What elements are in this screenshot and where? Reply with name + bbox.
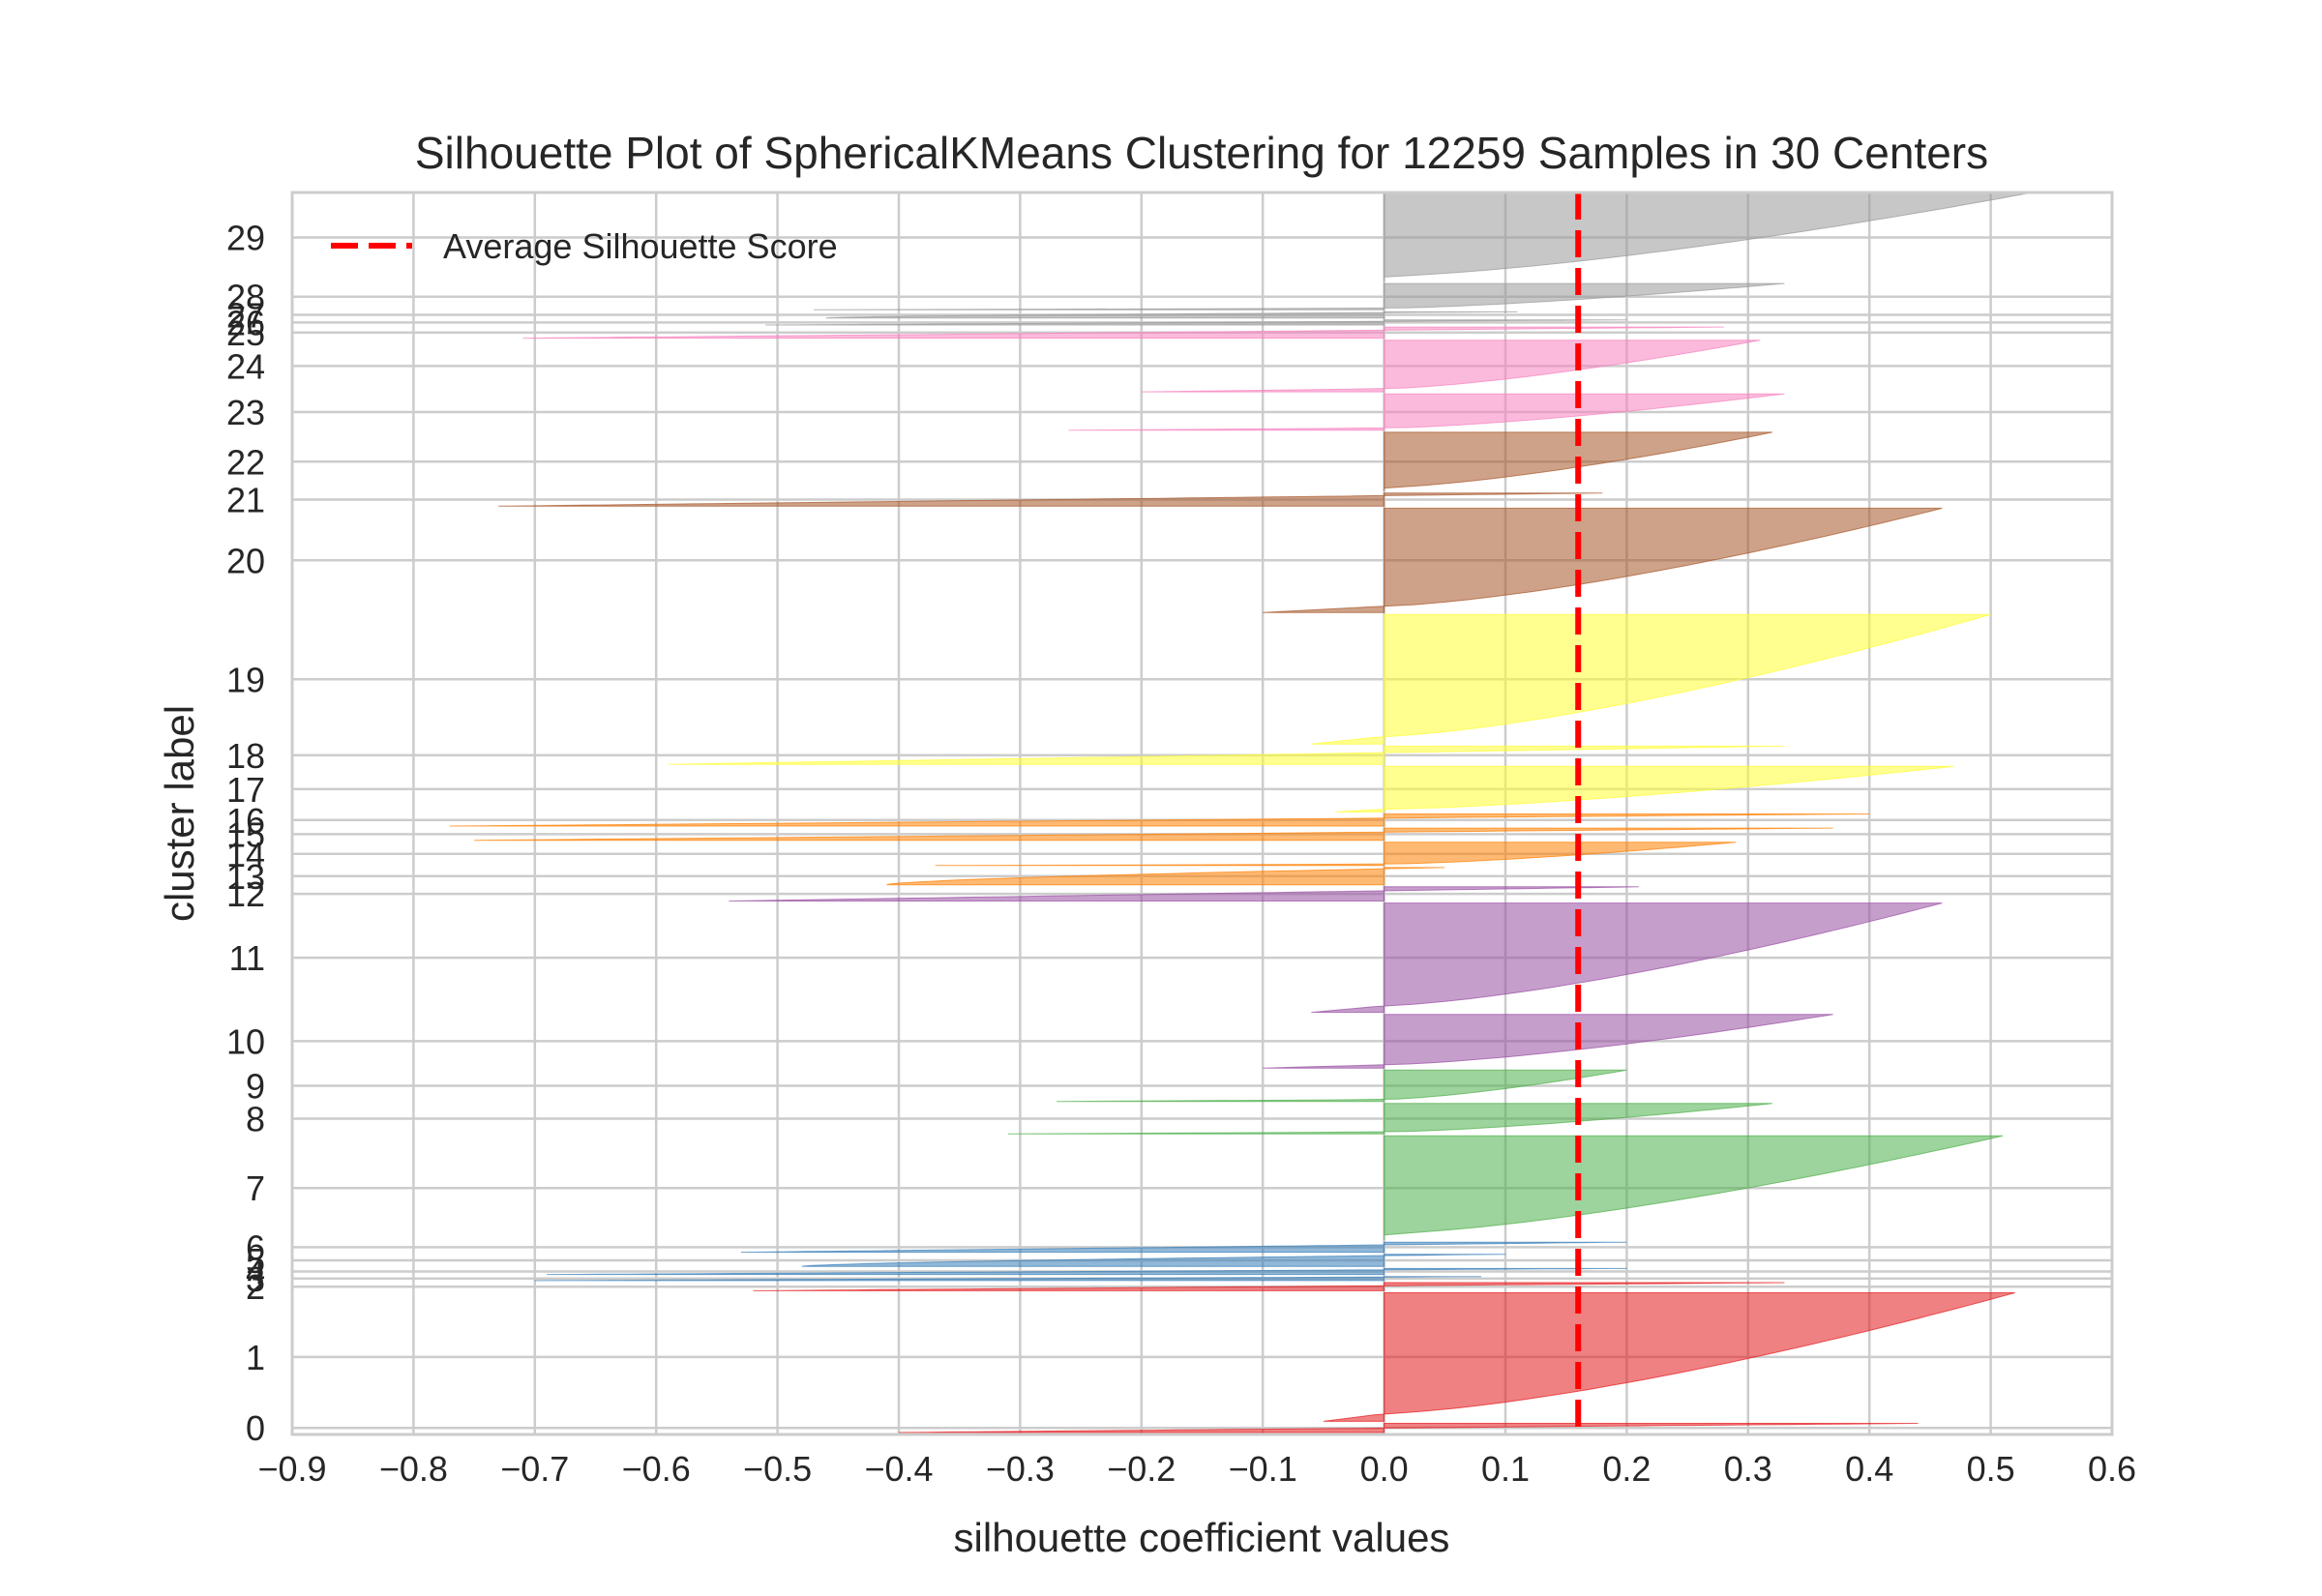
- silhouette-area-cluster-1: [1323, 1292, 2015, 1422]
- silhouette-area-cluster-16: [449, 813, 1870, 827]
- legend-label: Average Silhouette Score: [443, 226, 838, 266]
- y-tick-label: 4: [246, 1253, 265, 1292]
- x-tick-label: −0.4: [864, 1449, 933, 1489]
- x-tick-label: −0.3: [986, 1449, 1055, 1489]
- legend: Average Silhouette Score: [331, 226, 838, 266]
- y-tick-label: 26: [226, 303, 265, 342]
- silhouette-area-cluster-9: [1056, 1069, 1627, 1103]
- chart-title: Silhouette Plot of SphericalKMeans Clust…: [415, 128, 1988, 178]
- plot-frame: [290, 191, 2114, 1436]
- silhouette-area-cluster-25: [522, 326, 1724, 340]
- silhouette-area-cluster-24: [1141, 340, 1761, 393]
- x-tick-label: 0.2: [1602, 1449, 1651, 1489]
- silhouette-area-cluster-3: [534, 1276, 1481, 1282]
- silhouette-area-cluster-20: [1263, 507, 1943, 613]
- silhouette-area-cluster-7: [1384, 1135, 2004, 1241]
- silhouette-area-cluster-14: [935, 842, 1737, 867]
- silhouette-area-cluster-23: [1068, 393, 1785, 431]
- x-tick-label: 0.4: [1845, 1449, 1893, 1489]
- x-tick-labels: −0.9 −0.8 −0.7 −0.6 −0.5 −0.4 −0.3 −0.2 −0.1 0.0 0…: [257, 1449, 2136, 1489]
- y-tick-label: 21: [226, 481, 265, 520]
- y-tick-label: 25: [226, 313, 265, 353]
- y-tick-label: 5: [246, 1241, 265, 1281]
- y-tick-label: 16: [226, 801, 265, 841]
- silhouette-area-cluster-29: [1384, 192, 2028, 281]
- y-tick-label: 14: [226, 835, 265, 874]
- y-tick-label: 20: [226, 541, 265, 580]
- silhouette-area-cluster-26: [765, 319, 1627, 326]
- silhouette-area-cluster-2: [753, 1282, 1785, 1291]
- silhouette-area-cluster-11: [1311, 902, 1943, 1014]
- silhouette-area-cluster-4: [547, 1267, 1627, 1276]
- x-tick-label: −0.2: [1107, 1449, 1176, 1489]
- x-tick-label: −0.8: [379, 1449, 448, 1489]
- x-tick-label: −0.5: [743, 1449, 812, 1489]
- x-tick-label: −0.7: [500, 1449, 569, 1489]
- y-tick-label: 8: [246, 1100, 265, 1139]
- y-tick-label: 0: [246, 1408, 265, 1448]
- y-tick-label: 23: [226, 393, 265, 432]
- x-tick-label: 0.0: [1360, 1449, 1409, 1489]
- x-tick-label: −0.9: [257, 1449, 326, 1489]
- silhouette-area-cluster-27: [825, 310, 1518, 319]
- y-tick-label: 22: [226, 442, 265, 482]
- y-tick-label: 1: [246, 1338, 265, 1377]
- y-tick-label: 10: [226, 1021, 265, 1061]
- x-tick-label: 0.1: [1481, 1449, 1530, 1489]
- x-tick-label: −0.6: [622, 1449, 691, 1489]
- y-tick-label: 3: [246, 1259, 265, 1299]
- silhouette-area-cluster-28: [814, 282, 1785, 310]
- x-tick-label: 0.6: [2088, 1449, 2136, 1489]
- silhouette-area-cluster-13: [886, 867, 1445, 886]
- silhouette-area-cluster-17: [1335, 765, 1955, 813]
- y-tick-label: 9: [246, 1067, 265, 1107]
- y-tick-label: 13: [226, 857, 265, 897]
- silhouette-area-cluster-0: [898, 1423, 1919, 1433]
- silhouette-area-cluster-15: [474, 827, 1833, 842]
- y-tick-label: 18: [226, 736, 265, 776]
- silhouette-area-cluster-12: [729, 886, 1639, 901]
- y-tick-label: 29: [226, 219, 265, 258]
- y-tick-labels: 0123456789101112131415161718192021222324…: [226, 219, 265, 1449]
- y-tick-label: 28: [226, 278, 265, 317]
- y-tick-label: 7: [246, 1168, 265, 1208]
- silhouette-area-cluster-21: [498, 492, 1603, 507]
- silhouette-area-cluster-5: [801, 1254, 1506, 1267]
- y-tick-label: 24: [226, 346, 265, 386]
- silhouette-area-cluster-10: [1263, 1014, 1833, 1069]
- y-tick-label: 2: [246, 1267, 265, 1307]
- silhouette-area-cluster-6: [740, 1241, 1627, 1254]
- x-axis-label: silhouette coefficient values: [954, 1515, 1450, 1560]
- x-tick-label: 0.3: [1724, 1449, 1772, 1489]
- y-tick-label: 17: [226, 770, 265, 810]
- x-tick-label: 0.5: [1967, 1449, 2015, 1489]
- silhouette-area-cluster-18: [668, 745, 1785, 765]
- y-tick-label: 27: [226, 296, 265, 336]
- y-axis-label: cluster label: [157, 705, 202, 922]
- silhouette-areas: [449, 192, 2028, 1433]
- x-tick-label: −0.1: [1229, 1449, 1297, 1489]
- y-tick-label: 12: [226, 874, 265, 914]
- y-tick-label: 11: [229, 938, 265, 978]
- silhouette-area-cluster-19: [1311, 613, 1991, 745]
- y-tick-label: 19: [226, 660, 265, 699]
- silhouette-area-cluster-8: [1007, 1103, 1772, 1135]
- y-tick-label: 6: [246, 1227, 265, 1267]
- y-tick-label: 15: [226, 814, 265, 854]
